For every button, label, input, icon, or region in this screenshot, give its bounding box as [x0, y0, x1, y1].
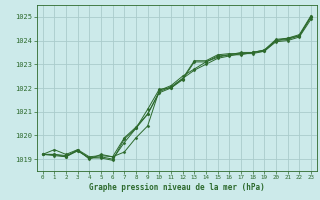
X-axis label: Graphe pression niveau de la mer (hPa): Graphe pression niveau de la mer (hPa): [89, 183, 265, 192]
